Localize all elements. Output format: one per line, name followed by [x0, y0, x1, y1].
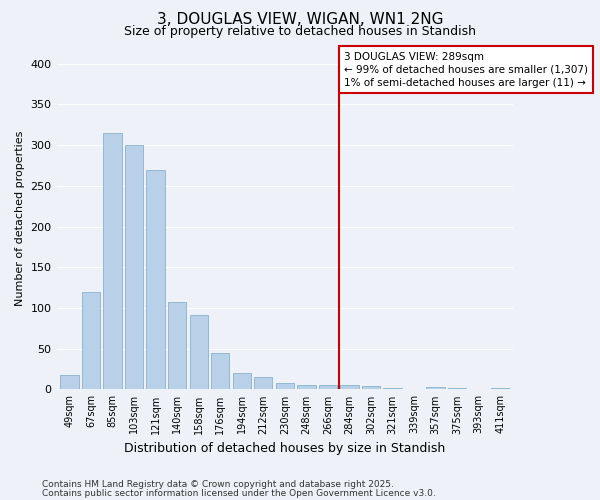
Bar	[254, 377, 272, 390]
Y-axis label: Number of detached properties: Number of detached properties	[15, 131, 25, 306]
Bar	[82, 292, 100, 390]
Bar	[340, 386, 359, 390]
Bar	[125, 145, 143, 390]
Bar	[276, 383, 294, 390]
Bar	[491, 388, 509, 390]
Bar	[319, 386, 337, 390]
Bar	[190, 316, 208, 390]
Text: Contains HM Land Registry data © Crown copyright and database right 2025.: Contains HM Land Registry data © Crown c…	[42, 480, 394, 489]
Bar	[211, 353, 229, 390]
Bar	[383, 388, 402, 390]
Text: Size of property relative to detached houses in Standish: Size of property relative to detached ho…	[124, 25, 476, 38]
Bar	[103, 133, 122, 390]
Text: 3, DOUGLAS VIEW, WIGAN, WN1 2NG: 3, DOUGLAS VIEW, WIGAN, WN1 2NG	[157, 12, 443, 28]
X-axis label: Distribution of detached houses by size in Standish: Distribution of detached houses by size …	[124, 442, 445, 455]
Text: Contains public sector information licensed under the Open Government Licence v3: Contains public sector information licen…	[42, 489, 436, 498]
Bar	[448, 388, 466, 390]
Bar	[405, 388, 423, 390]
Bar	[146, 170, 165, 390]
Bar	[168, 302, 187, 390]
Bar	[470, 388, 488, 390]
Bar	[362, 386, 380, 390]
Bar	[233, 373, 251, 390]
Bar	[427, 387, 445, 390]
Text: 3 DOUGLAS VIEW: 289sqm
← 99% of detached houses are smaller (1,307)
1% of semi-d: 3 DOUGLAS VIEW: 289sqm ← 99% of detached…	[344, 52, 588, 88]
Bar	[61, 375, 79, 390]
Bar	[297, 384, 316, 390]
